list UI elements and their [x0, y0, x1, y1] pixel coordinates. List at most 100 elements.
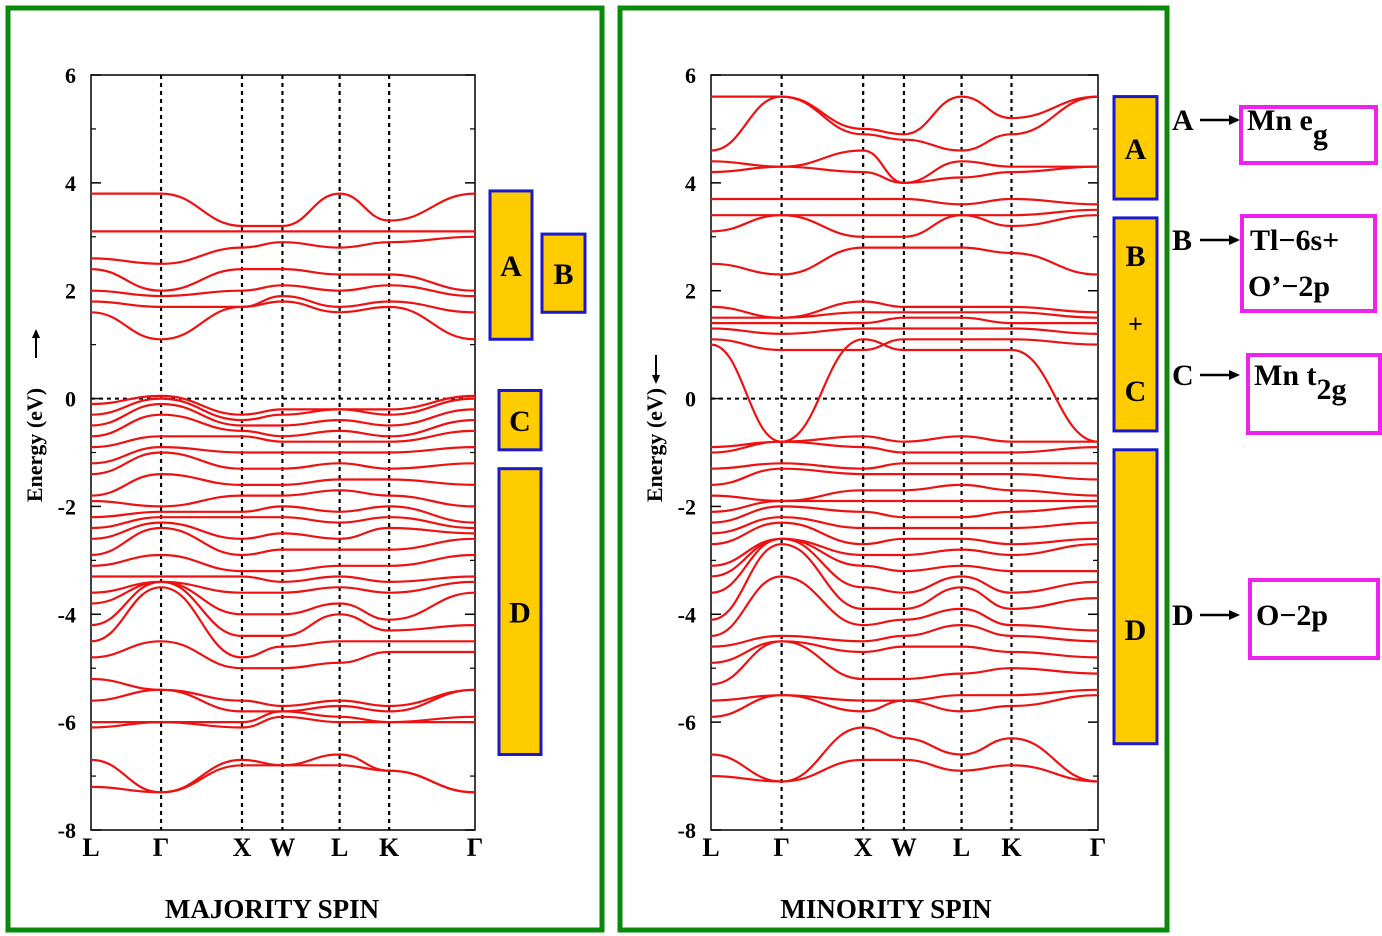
band-line [711, 316, 1098, 325]
y-tick-label: 0 [685, 387, 696, 412]
kpoint-label: L [953, 833, 970, 862]
band-line [90, 413, 476, 438]
kpoint-label: Γ [153, 833, 170, 862]
kpoint-label: Γ [1090, 833, 1107, 862]
kpoint-label: L [82, 833, 99, 862]
y-tick-label: 6 [65, 63, 76, 88]
band-region-box [540, 232, 587, 314]
band-line [710, 543, 1099, 621]
legend-desc: Mn t2g [1254, 359, 1347, 406]
kpoint-label: L [331, 833, 348, 862]
legend-arrowhead-icon [1229, 235, 1240, 245]
band-line [90, 575, 476, 584]
legend-letter: C [1172, 359, 1194, 392]
band-line [90, 521, 476, 540]
y-tick-label: -4 [678, 602, 696, 627]
band-line [90, 472, 476, 497]
band-region-box [497, 467, 543, 756]
band-region-box-combined [1112, 216, 1159, 433]
legend-box [1246, 353, 1382, 435]
band-line [710, 483, 1099, 503]
band-line [710, 327, 1099, 336]
band-line [90, 429, 476, 449]
band-line [90, 526, 476, 557]
kpoint-label: W [891, 833, 917, 862]
legend-box [1248, 578, 1380, 660]
kpoint-label: X [854, 833, 873, 862]
band-line [710, 640, 1099, 664]
band-line [90, 505, 476, 524]
band-line [90, 394, 476, 416]
kpoint-label: K [1001, 833, 1022, 862]
band-region-box [1112, 448, 1159, 746]
band-region-box [488, 189, 534, 341]
y-tick-label: 2 [65, 279, 76, 304]
kpoint-label: L [702, 833, 719, 862]
band-line [90, 284, 476, 298]
minority-spin-down-arrow-icon [652, 355, 660, 384]
legend-arrowhead-icon [1229, 610, 1240, 620]
band-line [710, 505, 1099, 524]
band-line [90, 402, 476, 427]
y-tick-label: 4 [65, 171, 76, 196]
band-region-box [497, 388, 543, 452]
minority-panel-frame [617, 5, 1170, 933]
kpoint-label: X [233, 833, 252, 862]
kpoint-label: W [269, 833, 295, 862]
band-region-label: B [1125, 240, 1145, 273]
band-line [710, 300, 1099, 319]
band-line [710, 462, 1098, 470]
majority-annotation-boxes: A B C D [488, 189, 587, 756]
band-line [710, 467, 1099, 486]
minority-annotation-boxes: A B + C D [1112, 95, 1159, 746]
majority-spin-up-arrow-icon [32, 329, 40, 358]
y-tick-label: -2 [58, 494, 76, 519]
y-tick-label: 6 [685, 63, 696, 88]
orbital-legend: A Mn eg B Tl−6s+ O’−2p C Mn t2g D O−2p [1172, 104, 1382, 660]
y-tick-label: -4 [58, 602, 76, 627]
legend-arrowhead-icon [1229, 115, 1240, 125]
y-tick-label: 4 [685, 171, 696, 196]
band-line [710, 537, 1099, 567]
legend-desc-line2: O’−2p [1248, 270, 1330, 303]
band-line [90, 451, 476, 476]
legend-letter: D [1172, 599, 1194, 632]
legend-letter: A [1172, 104, 1194, 137]
band-line [710, 246, 1099, 276]
y-tick-label: -6 [678, 710, 696, 735]
band-line [90, 268, 476, 292]
legend-letter: B [1172, 224, 1192, 257]
band-region-label: D [509, 597, 531, 630]
band-line [90, 580, 476, 594]
band-line [710, 338, 1099, 443]
band-region-label: D [1125, 614, 1147, 647]
legend-desc: O−2p [1256, 599, 1328, 632]
band-line [710, 623, 1099, 648]
band-line [710, 516, 1099, 535]
band-line [90, 489, 476, 508]
band-region-label: A [1125, 133, 1147, 166]
band-line [90, 397, 476, 422]
band-region-label: A [500, 250, 522, 283]
band-line [710, 726, 1099, 783]
band-line [90, 445, 476, 465]
y-tick-label: -8 [678, 818, 696, 843]
band-line [710, 338, 1099, 352]
y-tick-label: 2 [685, 279, 696, 304]
band-region-label: C [1125, 375, 1147, 408]
kpoint-label: Γ [773, 833, 790, 862]
band-line [711, 208, 1099, 217]
band-line [710, 214, 1099, 238]
majority-panel-frame [5, 5, 605, 933]
band-line [90, 516, 476, 530]
y-tick-label: -8 [58, 818, 76, 843]
band-line [90, 677, 476, 708]
band-line [710, 688, 1099, 702]
legend-arrowhead-icon [1229, 370, 1240, 380]
band-region-label: B [553, 258, 573, 291]
majority-ylabel: Energy (eV) [22, 388, 47, 502]
minority-ylabel: Energy (eV) [642, 388, 667, 502]
